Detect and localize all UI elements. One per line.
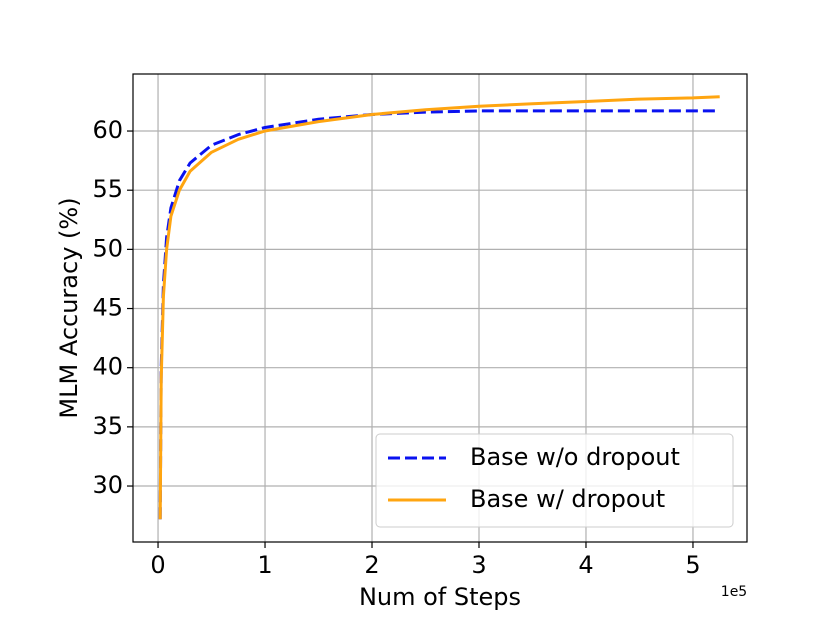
legend-label: Base w/o dropout <box>470 443 680 471</box>
x-tick-label: 4 <box>578 551 593 579</box>
y-tick-label: 60 <box>92 116 123 144</box>
x-offset-label: 1e5 <box>721 584 747 600</box>
y-tick-label: 30 <box>92 471 123 499</box>
y-axis-label: MLM Accuracy (%) <box>55 197 83 418</box>
line-series <box>158 109 720 520</box>
y-tick-label: 50 <box>92 234 123 262</box>
y-tick-label: 45 <box>92 294 123 322</box>
x-tick-label: 0 <box>150 551 165 579</box>
x-tick-label: 2 <box>364 551 379 579</box>
x-tick-label: 5 <box>685 551 700 579</box>
y-tick-label: 40 <box>92 353 123 381</box>
y-tick-label: 55 <box>92 175 123 203</box>
plot-frame <box>132 73 748 543</box>
legend-label: Base w/ dropout <box>470 485 665 513</box>
x-tick-label: 1 <box>257 551 272 579</box>
line-series <box>158 95 720 520</box>
x-tick-label: 3 <box>471 551 486 579</box>
legend-box <box>375 433 734 528</box>
x-axis-label: Num of Steps <box>359 583 521 611</box>
y-tick-label: 35 <box>92 412 123 440</box>
